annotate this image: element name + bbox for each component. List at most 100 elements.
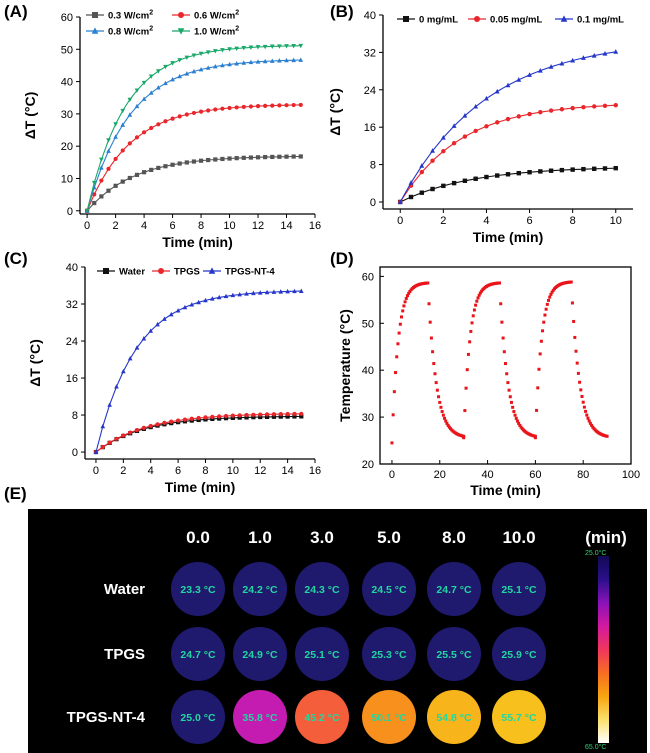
data-point — [205, 50, 211, 55]
legend-marker — [403, 16, 409, 22]
colorbar-max-label: 25.0°C — [585, 549, 606, 557]
data-point — [234, 46, 239, 52]
y-tick-label: 0 — [72, 447, 78, 459]
data-point — [255, 59, 261, 64]
row-label: TPGS — [104, 646, 145, 663]
data-point — [575, 361, 579, 365]
thermal-spot — [492, 627, 546, 681]
x-tick-label: 60 — [529, 469, 541, 481]
legend-marker — [92, 12, 98, 18]
thermal-spot — [233, 562, 287, 616]
data-point — [223, 416, 229, 421]
data-point — [148, 423, 153, 429]
data-point — [471, 314, 475, 318]
x-tick-label: 8 — [198, 220, 204, 232]
data-point — [444, 419, 448, 423]
data-point — [198, 109, 204, 114]
data-point — [248, 155, 254, 160]
legend-label: TPGS-NT-4 — [225, 267, 275, 278]
data-point — [484, 95, 489, 101]
data-point — [591, 425, 595, 429]
colorbar — [598, 556, 609, 743]
data-point — [184, 112, 189, 117]
data-point — [576, 371, 580, 375]
data-point — [292, 411, 297, 416]
data-point — [427, 302, 431, 306]
data-point — [100, 423, 106, 429]
data-point — [182, 304, 188, 310]
temperature-reading: 25.0 °C — [180, 712, 216, 724]
thermal-spot — [171, 690, 225, 744]
data-point — [210, 296, 215, 301]
time-header: 10.0 — [502, 528, 535, 547]
legend-label-text: 0.3 W/cm — [108, 11, 149, 22]
thermal-spot — [492, 690, 546, 744]
temperature-reading: 45.2 °C — [304, 712, 340, 724]
data-point — [443, 416, 447, 420]
data-point — [431, 350, 435, 354]
data-point — [419, 169, 424, 175]
data-point — [580, 394, 584, 398]
x-tick-label: 0 — [93, 465, 99, 477]
legend-label-text: 0.05 mg/mL — [490, 15, 542, 26]
data-point — [121, 433, 126, 438]
data-point — [451, 140, 457, 146]
data-point — [141, 130, 147, 135]
data-point — [155, 422, 160, 427]
data-point — [99, 157, 104, 163]
y-tick-label: 40 — [362, 365, 374, 377]
data-point — [191, 53, 197, 58]
data-point — [251, 415, 256, 420]
data-point — [405, 294, 409, 298]
data-point — [189, 416, 194, 421]
data-point — [92, 200, 97, 206]
panel-label: (A) — [4, 2, 28, 21]
data-point — [505, 172, 511, 177]
y-tick-label: 50 — [61, 44, 73, 56]
y-axis-label: ΔT (°C) — [327, 88, 343, 136]
data-point — [469, 329, 473, 333]
data-point — [516, 77, 522, 82]
data-point — [465, 368, 469, 372]
data-point — [516, 114, 521, 119]
legend-label: 0.8 W/cm2 — [108, 26, 153, 38]
data-point — [230, 415, 235, 420]
data-point — [559, 107, 565, 112]
data-point — [271, 412, 277, 417]
data-point — [141, 425, 146, 430]
data-point — [196, 299, 201, 305]
data-point — [602, 50, 608, 56]
data-point — [508, 395, 512, 399]
data-point — [149, 167, 154, 173]
x-tick-label: 16 — [309, 465, 321, 477]
legend-marker — [158, 268, 164, 274]
x-tick-label: 8 — [202, 465, 208, 477]
series-line — [86, 104, 301, 212]
data-point — [212, 49, 218, 54]
data-point — [464, 386, 468, 390]
data-point — [210, 414, 215, 419]
data-point — [184, 160, 189, 165]
data-point — [291, 43, 296, 49]
y-tick-label: 8 — [72, 410, 78, 422]
data-point — [177, 58, 183, 63]
data-point — [251, 290, 256, 296]
data-point — [156, 122, 161, 127]
y-tick-label: 50 — [362, 318, 374, 330]
data-point — [213, 157, 218, 162]
data-point — [591, 52, 597, 58]
temperature-reading: 24.9 °C — [242, 649, 278, 661]
legend-label: 0.6 W/cm2 — [194, 10, 239, 22]
data-point — [538, 169, 543, 174]
y-axis-label: Temperature (°C) — [337, 309, 353, 422]
time-header: 1.0 — [248, 528, 272, 547]
legend-label-superscript: 2 — [149, 26, 153, 33]
data-point — [262, 58, 268, 64]
data-point — [543, 313, 547, 317]
data-point — [502, 350, 506, 354]
data-point — [141, 336, 147, 341]
data-point — [542, 320, 546, 324]
data-point — [127, 97, 133, 103]
temperature-reading: 24.2 °C — [242, 584, 278, 596]
data-point — [206, 157, 211, 163]
